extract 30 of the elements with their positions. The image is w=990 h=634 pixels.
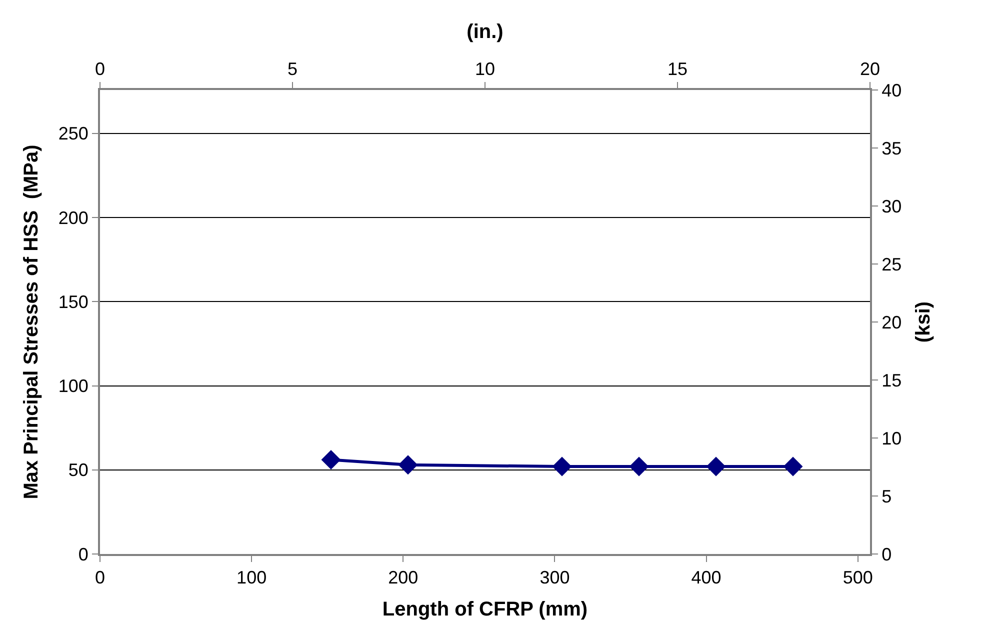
- y-tick-label: 200: [58, 208, 88, 228]
- y2-tick-label: 5: [882, 486, 892, 506]
- x-tick-label: 300: [540, 568, 570, 588]
- x2-tick-label: 10: [474, 58, 496, 79]
- x2-tick-label: 15: [667, 58, 688, 79]
- x2-tick-label: 5: [287, 58, 298, 79]
- x2-tick-label: 20: [860, 58, 880, 79]
- y-tick-label: 150: [58, 292, 88, 312]
- y-tick-label: 50: [68, 460, 88, 480]
- y2-tick-label: 15: [882, 370, 902, 390]
- y-tick-label: 100: [58, 376, 88, 396]
- y2-tick-label: 30: [882, 196, 902, 216]
- y2-axis-title: (ksi): [912, 301, 935, 343]
- x-tick-label: 0: [94, 568, 106, 588]
- y2-tick-label: 10: [882, 428, 902, 448]
- y2-tick-label: 35: [882, 138, 902, 158]
- x-tick-label: 500: [842, 568, 873, 588]
- x2-axis-title: (in.): [466, 20, 504, 43]
- x-tick-label: 100: [236, 568, 267, 588]
- y-axis-title: Max Principal Stresses of HSS (MPa): [20, 144, 42, 500]
- x2-tick-label: 0: [94, 58, 106, 79]
- x-tick-label: 400: [691, 568, 722, 588]
- y2-tick-label: 20: [882, 312, 902, 332]
- x-axis-title: Length of CFRP (mm): [382, 598, 588, 621]
- y-tick-label: 0: [78, 544, 88, 564]
- y2-tick-label: 0: [882, 544, 892, 564]
- y-tick-label: 250: [58, 124, 88, 144]
- y2-tick-label: 25: [882, 254, 902, 274]
- y2-tick-label: 40: [882, 80, 902, 100]
- x-tick-label: 200: [388, 568, 418, 588]
